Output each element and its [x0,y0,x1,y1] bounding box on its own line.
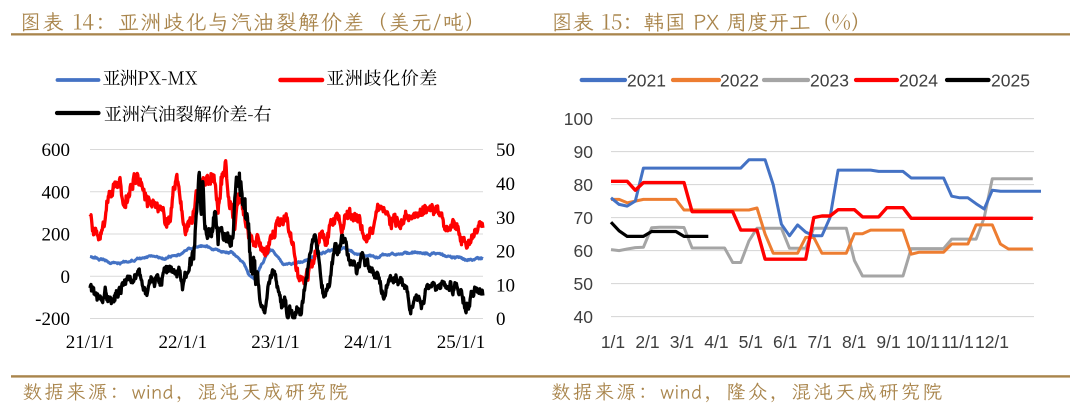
svg-text:25/1/1: 25/1/1 [437,332,486,353]
svg-text:-200: -200 [35,309,70,330]
svg-text:30: 30 [496,208,515,229]
svg-text:2022: 2022 [720,70,759,90]
svg-text:21/1/1: 21/1/1 [66,332,115,353]
svg-text:70: 70 [574,208,594,228]
svg-text:8/1: 8/1 [842,332,866,352]
svg-text:2/1: 2/1 [635,332,659,352]
svg-text:1/1: 1/1 [601,332,625,352]
svg-text:22/1/1: 22/1/1 [159,332,208,353]
svg-text:40: 40 [574,307,594,327]
svg-text:24/1/1: 24/1/1 [344,332,393,353]
svg-text:23/1/1: 23/1/1 [251,332,300,353]
svg-text:9/1: 9/1 [876,332,900,352]
svg-text:90: 90 [574,142,594,162]
svg-text:0: 0 [61,267,71,288]
svg-text:12/1: 12/1 [975,332,1009,352]
svg-text:3/1: 3/1 [670,332,694,352]
svg-text:10/1: 10/1 [906,332,940,352]
svg-text:20: 20 [496,242,515,263]
svg-text:2021: 2021 [627,70,666,90]
svg-text:10: 10 [496,275,515,296]
svg-text:4/1: 4/1 [704,332,728,352]
svg-text:50: 50 [496,140,515,161]
svg-text:60: 60 [574,241,594,261]
svg-text:2024: 2024 [899,70,938,90]
svg-text:11/1: 11/1 [941,332,974,352]
svg-text:2023: 2023 [810,70,849,90]
svg-text:600: 600 [42,140,71,161]
svg-text:100: 100 [564,109,593,129]
svg-text:80: 80 [574,175,594,195]
svg-text:2025: 2025 [991,70,1030,90]
svg-text:40: 40 [496,174,515,195]
svg-text:200: 200 [42,225,71,246]
svg-text:50: 50 [574,274,594,294]
svg-text:0: 0 [496,309,506,330]
svg-text:5/1: 5/1 [739,332,763,352]
svg-text:6/1: 6/1 [773,332,797,352]
svg-text:7/1: 7/1 [808,332,832,352]
svg-text:400: 400 [42,182,71,203]
